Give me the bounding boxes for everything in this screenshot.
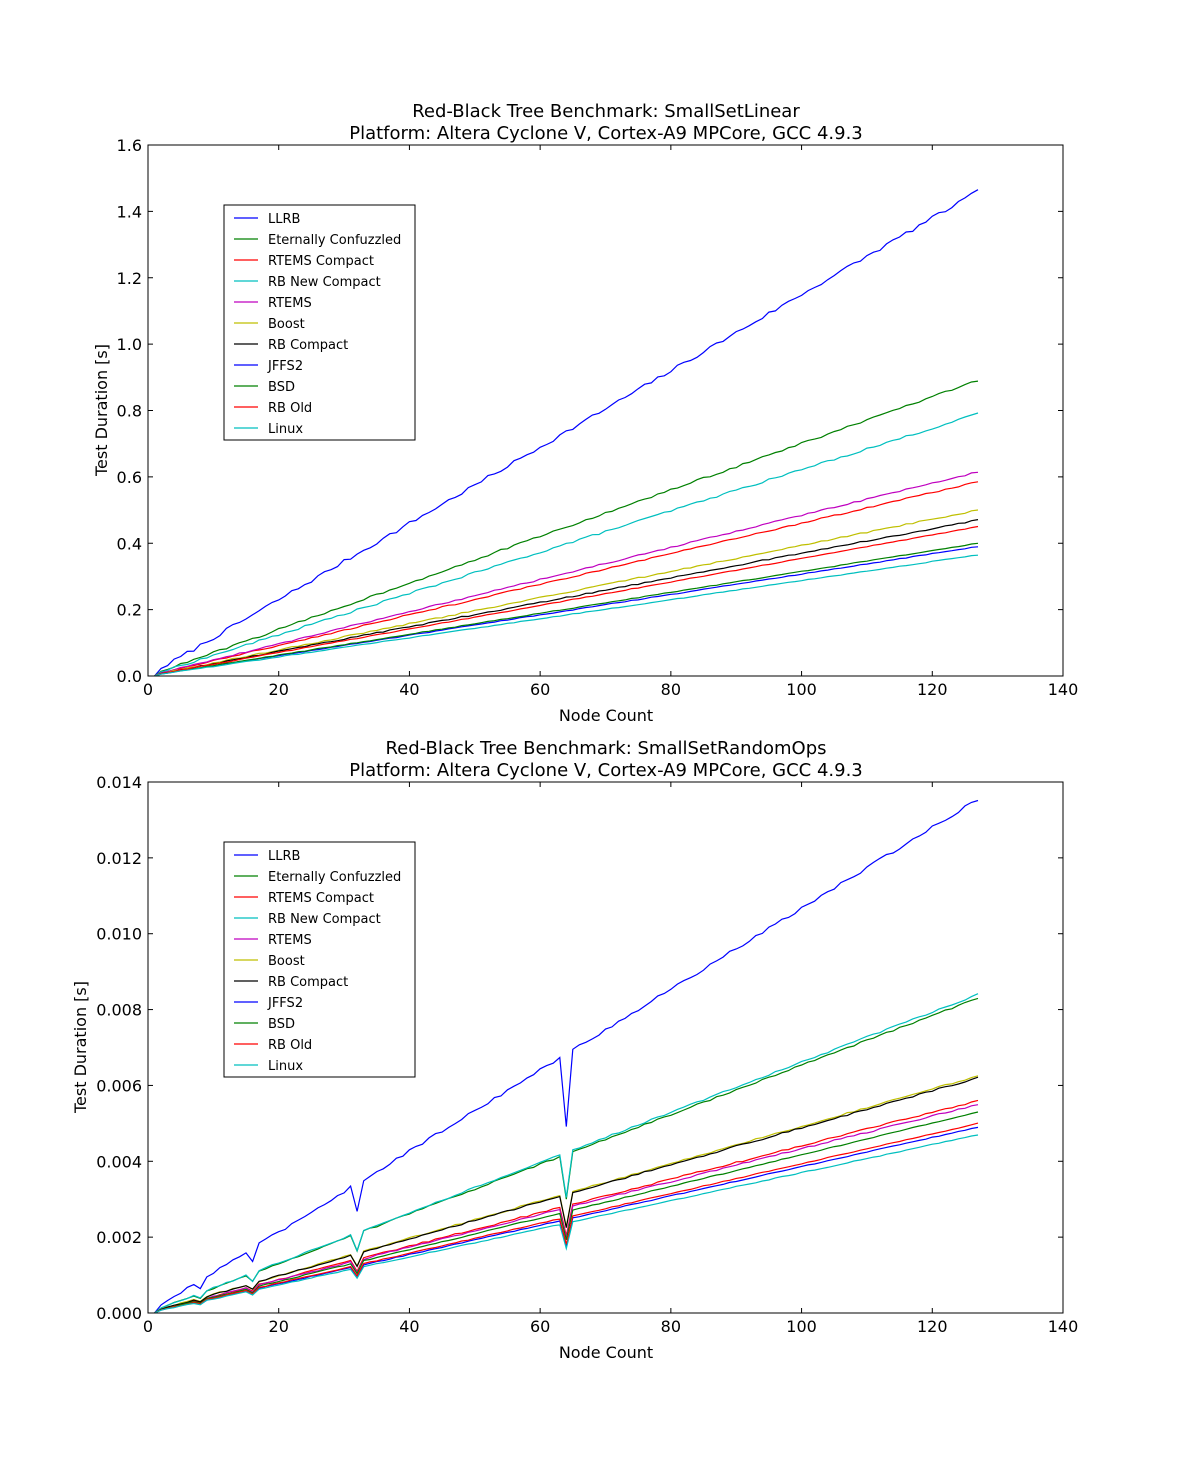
legend-label: Linux	[268, 422, 303, 437]
x-tick-label: 100	[786, 680, 817, 699]
y-tick-label: 1.4	[117, 202, 142, 221]
legend-label: RB Compact	[268, 338, 348, 353]
y-tick-label: 0.004	[96, 1152, 142, 1171]
series-line	[154, 189, 979, 676]
y-tick-label: 0.2	[117, 601, 142, 620]
legend-label: Eternally Confuzzled	[268, 870, 401, 885]
y-tick-label: 1.6	[117, 136, 142, 155]
series-line	[154, 481, 979, 676]
series-line	[154, 519, 979, 676]
x-tick-label: 0	[143, 680, 153, 699]
series-line	[154, 509, 979, 676]
x-tick-label: 120	[917, 1317, 948, 1336]
series-lines	[154, 189, 979, 676]
series-line	[154, 1111, 979, 1313]
plot-area: 0 20 40 60 80 100 120 140 0.000 0.002 0.004 0.006 0.…	[96, 773, 1078, 1336]
y-tick-label: 0.012	[96, 849, 142, 868]
series-line	[154, 554, 979, 676]
chart-subtitle: Platform: Altera Cyclone V, Cortex-A9 MP…	[349, 760, 863, 781]
x-tick-label: 100	[786, 1317, 817, 1336]
legend-label: JFFS2	[267, 996, 303, 1011]
x-tick-label: 0	[143, 1317, 153, 1336]
x-tick-label: 120	[917, 680, 948, 699]
legend-label: BSD	[268, 1017, 295, 1032]
legend-label: LLRB	[268, 212, 300, 227]
chart-title: Red-Black Tree Benchmark: SmallSetLinear	[412, 101, 800, 122]
series-line	[154, 1076, 979, 1313]
series-line	[154, 1126, 979, 1313]
y-tick-label: 0.8	[117, 402, 142, 421]
legend-label: BSD	[268, 380, 295, 395]
series-line	[154, 471, 979, 676]
legend-label: RB New Compact	[268, 275, 381, 290]
y-tick-label: 0.008	[96, 1001, 142, 1020]
series-line	[154, 525, 979, 676]
legend-label: JFFS2	[267, 359, 303, 374]
x-tick-label: 140	[1048, 680, 1079, 699]
chart-subtitle: Platform: Altera Cyclone V, Cortex-A9 MP…	[349, 123, 863, 144]
series-line	[154, 993, 979, 1313]
legend-label: Linux	[268, 1059, 303, 1074]
y-axis-label: Test Duration [s]	[92, 344, 111, 477]
legend-label: RB Compact	[268, 975, 348, 990]
x-tick-label: 20	[269, 1317, 289, 1336]
y-tick-label: 0.010	[96, 925, 142, 944]
y-tick-label: 0.6	[117, 468, 142, 487]
x-tick-label: 40	[399, 680, 419, 699]
y-tick-label: 0.002	[96, 1228, 142, 1247]
x-tick-label: 80	[661, 680, 681, 699]
x-tick-label: 60	[530, 1317, 550, 1336]
legend: LLRB Eternally Confuzzled RTEMS Compact RB …	[223, 841, 416, 1078]
y-tick-label: 0.0	[117, 667, 142, 686]
legend-label: Boost	[268, 317, 305, 332]
series-lines	[154, 799, 979, 1313]
legend-label: Eternally Confuzzled	[268, 233, 401, 248]
x-tick-label: 40	[399, 1317, 419, 1336]
x-tick-label: 140	[1048, 1317, 1079, 1336]
legend-label: Boost	[268, 954, 305, 969]
x-axis-label: Node Count	[559, 706, 653, 725]
legend-label: RTEMS Compact	[268, 891, 374, 906]
series-line	[154, 380, 979, 676]
y-tick-label: 0.000	[96, 1304, 142, 1323]
chart-title: Red-Black Tree Benchmark: SmallSetRandom…	[385, 738, 826, 759]
chart-small-set-linear: Red-Black Tree Benchmark: SmallSetLinear…	[92, 101, 1078, 725]
plot-area: 0 20 40 60 80 100 120 140 0.0 0.2 0.4 0.6 0.8 1.0 1.2 1…	[117, 136, 1079, 699]
series-line	[154, 799, 979, 1313]
legend-label: LLRB	[268, 849, 300, 864]
legend-label: RTEMS Compact	[268, 254, 374, 269]
legend: LLRB Eternally Confuzzled RTEMS Compact RB …	[223, 204, 416, 441]
y-tick-label: 1.2	[117, 269, 142, 288]
legend-label: RB Old	[268, 1038, 312, 1053]
y-tick-label: 1.0	[117, 335, 142, 354]
legend-label: RB Old	[268, 401, 312, 416]
series-line	[154, 1134, 979, 1313]
series-line	[154, 1122, 979, 1313]
x-axis-label: Node Count	[559, 1343, 653, 1362]
y-tick-label: 0.006	[96, 1076, 142, 1095]
series-line	[154, 412, 979, 676]
series-line	[154, 542, 979, 676]
legend-label: RTEMS	[268, 296, 312, 311]
x-tick-label: 80	[661, 1317, 681, 1336]
axes-frame	[147, 781, 1064, 1314]
x-tick-label: 60	[530, 680, 550, 699]
legend-label: RTEMS	[268, 933, 312, 948]
x-tick-label: 20	[269, 680, 289, 699]
legend-label: RB New Compact	[268, 912, 381, 927]
chart-small-set-random-ops: Red-Black Tree Benchmark: SmallSetRandom…	[71, 738, 1078, 1362]
y-tick-label: 0.014	[96, 773, 142, 792]
y-axis-label: Test Duration [s]	[71, 981, 90, 1114]
y-tick-label: 0.4	[117, 534, 142, 553]
